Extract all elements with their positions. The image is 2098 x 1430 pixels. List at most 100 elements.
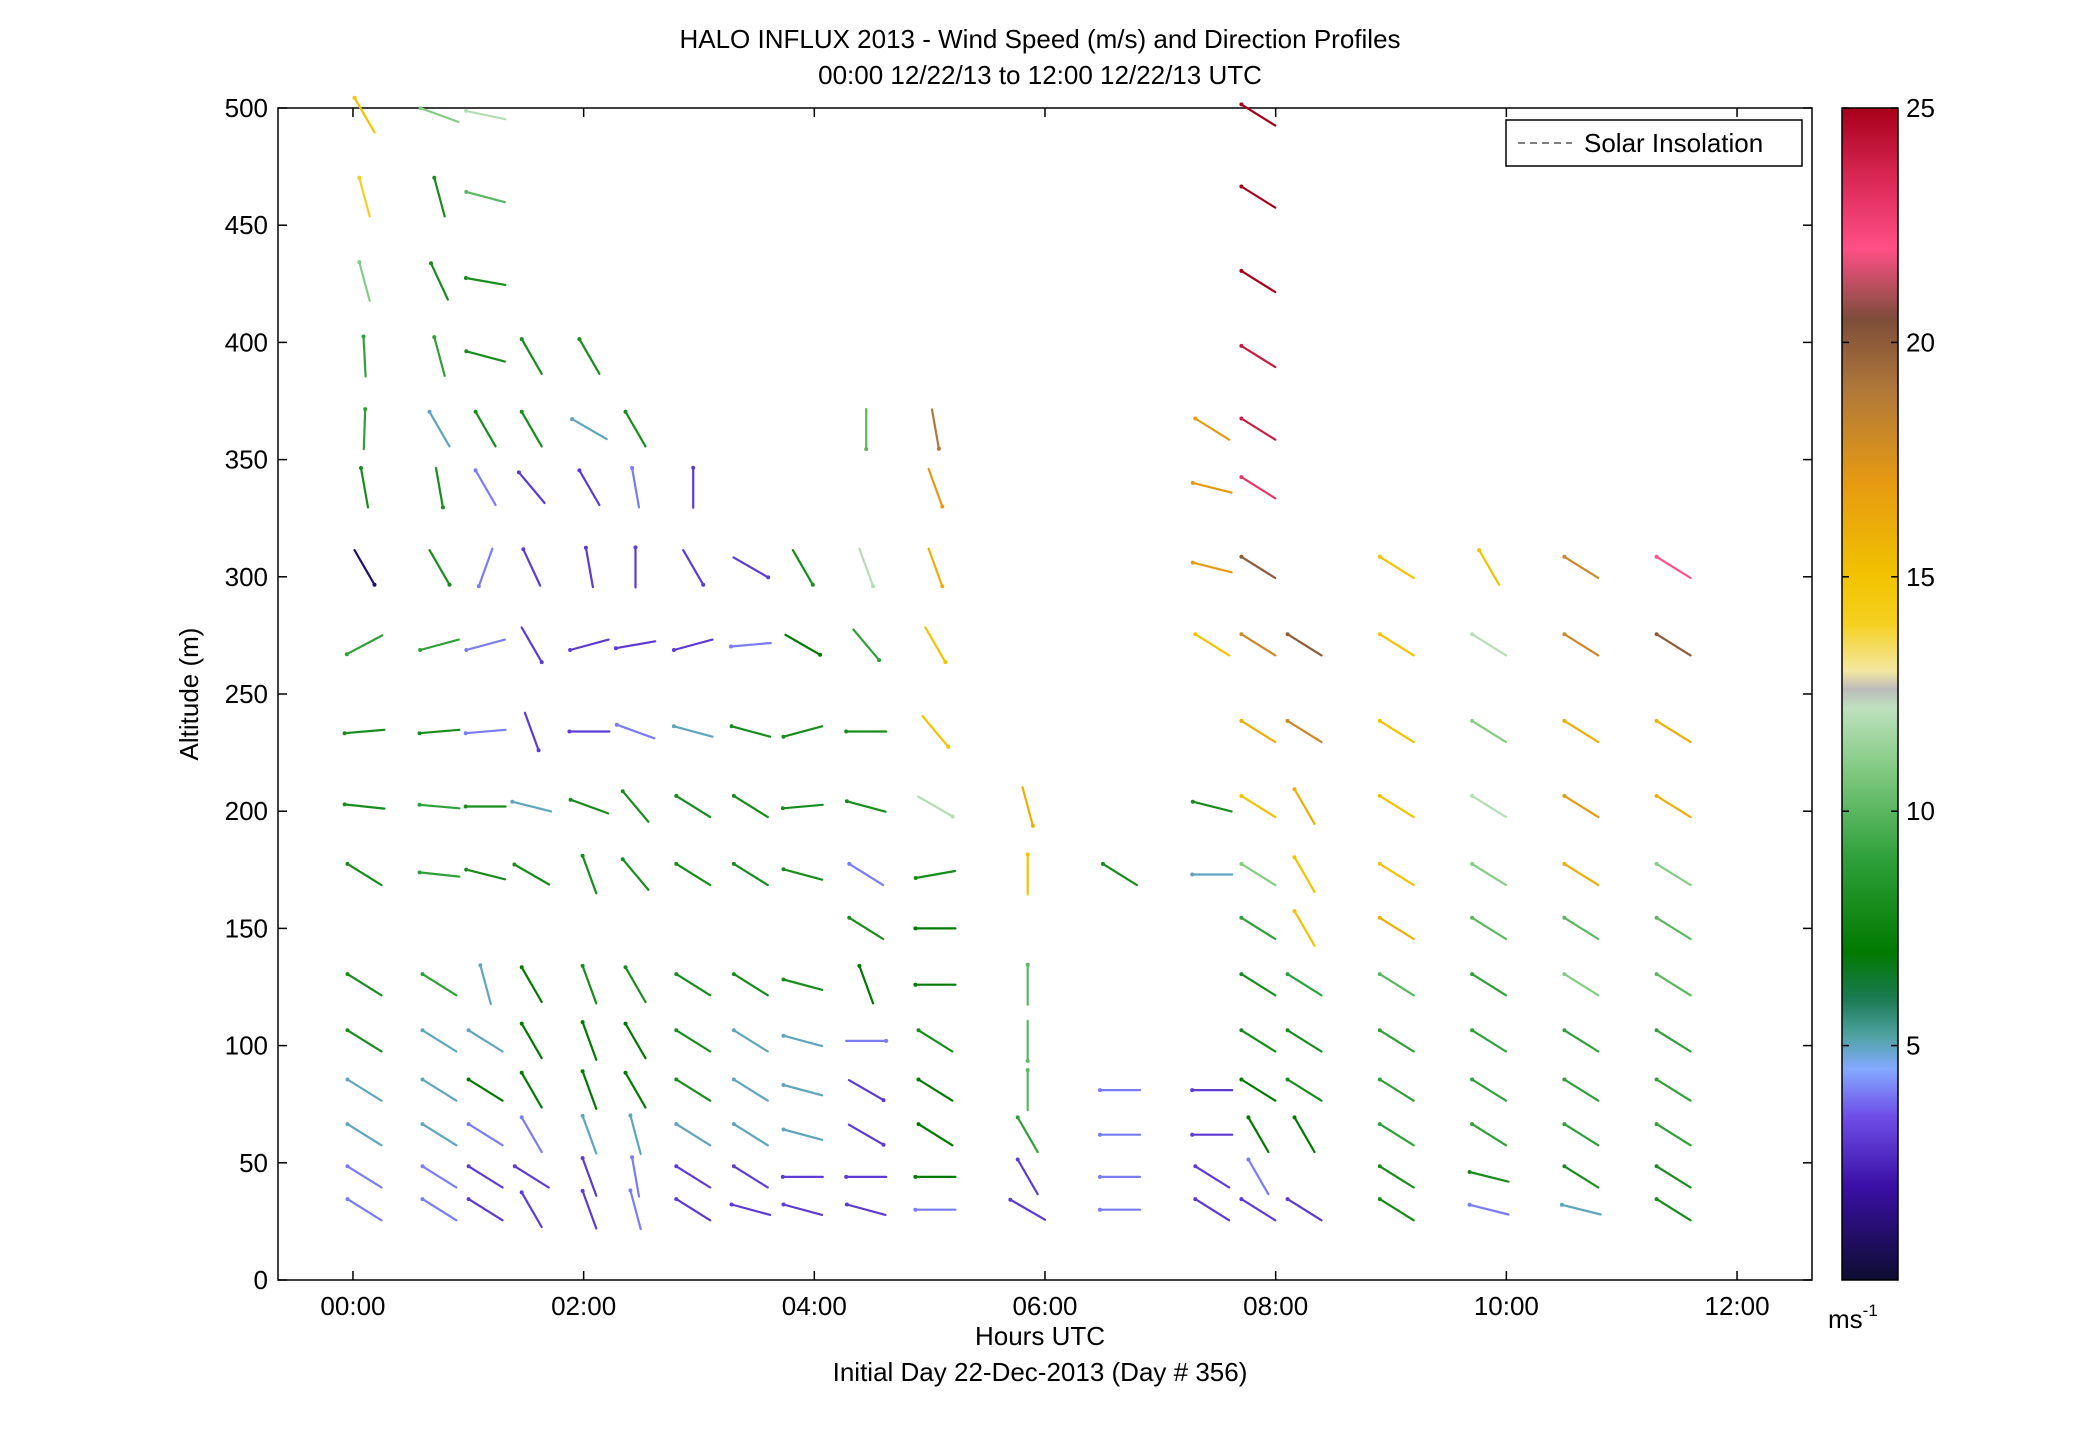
wind-vector: [620, 789, 650, 823]
wind-vector: [847, 915, 885, 941]
wind-vector: [1470, 861, 1508, 887]
wind-vectors: [342, 95, 1692, 1231]
wind-vector: [1098, 1088, 1142, 1093]
wind-vector: [781, 1033, 824, 1048]
wind-vector: [478, 963, 492, 1006]
wind-vector: [519, 965, 543, 1004]
wind-vector: [417, 802, 461, 810]
wind-vector: [464, 189, 506, 204]
x-tick-label: 06:00: [1012, 1291, 1077, 1321]
wind-vector: [512, 1164, 550, 1189]
wind-vector: [342, 802, 386, 810]
legend: Solar Insolation: [1505, 119, 1803, 167]
wind-vector: [473, 468, 497, 507]
wind-vector: [623, 965, 647, 1004]
y-tick-label: 250: [225, 679, 268, 709]
wind-vector: [420, 1197, 458, 1222]
wind-vector: [570, 417, 608, 441]
wind-vector: [1292, 787, 1316, 825]
y-tick-label: 100: [225, 1031, 268, 1061]
wind-vector: [930, 408, 941, 451]
wind-vector: [784, 633, 823, 657]
wind-vector: [1190, 560, 1233, 574]
wind-vector: [580, 963, 598, 1005]
wind-vector: [1377, 1122, 1415, 1147]
wind-vector: [844, 799, 887, 813]
wind-vector: [613, 640, 657, 651]
wind-vector: [580, 1113, 598, 1155]
y-axis-label: Altitude (m): [174, 628, 204, 761]
wind-vector: [916, 1028, 954, 1053]
wind-vector: [1239, 1028, 1277, 1053]
wind-vector: [1377, 915, 1415, 941]
wind-vector: [864, 408, 869, 452]
wind-vector: [1654, 1122, 1692, 1147]
wind-vector: [476, 547, 494, 589]
y-tick-label: 150: [225, 913, 268, 943]
wind-vector: [729, 724, 772, 738]
y-tick-label: 350: [225, 445, 268, 475]
wind-vector: [916, 1077, 954, 1102]
y-tick-label: 300: [225, 562, 268, 592]
x-tick-label: 08:00: [1243, 1291, 1308, 1321]
wind-vector: [1239, 972, 1277, 997]
wind-vector: [1285, 632, 1323, 657]
wind-vector: [1285, 972, 1323, 997]
wind-vector: [674, 793, 712, 819]
wind-vector: [1654, 1077, 1692, 1102]
wind-vector: [844, 1202, 887, 1217]
wind-vector: [580, 853, 598, 895]
wind-vector: [780, 1174, 824, 1179]
colorbar-tick-label: 20: [1906, 327, 1935, 357]
y-tick-label: 200: [225, 796, 268, 826]
colorbar-tick-label: 10: [1906, 796, 1935, 826]
wind-vector: [568, 797, 610, 815]
wind-vector: [1239, 416, 1277, 441]
wind-vector: [1015, 1115, 1039, 1154]
colorbar-tick-label: 5: [1906, 1031, 1920, 1061]
wind-vector: [781, 725, 824, 739]
chart-title: HALO INFLUX 2013 - Wind Speed (m/s) and …: [679, 24, 1400, 54]
wind-vector: [780, 803, 824, 811]
wind-vector: [630, 1155, 641, 1198]
wind-vector: [1477, 548, 1501, 586]
wind-vector: [1562, 632, 1600, 657]
y-tick-label: 50: [239, 1148, 268, 1178]
wind-vector: [691, 465, 696, 509]
wind-vector: [913, 982, 957, 987]
wind-vector: [429, 261, 449, 301]
wind-vector: [1377, 718, 1415, 744]
wind-vector: [520, 626, 544, 665]
wind-vector: [345, 861, 383, 887]
wind-vector: [731, 1122, 769, 1147]
wind-vector: [1008, 1197, 1047, 1221]
wind-vector: [1025, 852, 1030, 896]
wind-vector: [1562, 1028, 1600, 1053]
wind-vector: [357, 260, 371, 302]
wind-vector: [1190, 1088, 1234, 1093]
wind-vector: [913, 1174, 957, 1179]
wind-vector: [1467, 1170, 1510, 1183]
wind-vector: [428, 548, 452, 587]
wind-vector: [357, 175, 371, 218]
wind-vector: [1246, 1157, 1270, 1196]
wind-vector: [1190, 799, 1233, 813]
wind-vector: [674, 861, 712, 887]
wind-vector: [1377, 1077, 1415, 1102]
wind-vector: [1190, 480, 1233, 494]
wind-vector: [420, 1164, 458, 1189]
wind-vector: [1098, 1174, 1142, 1179]
wind-vector: [1193, 416, 1231, 441]
wind-vector: [342, 728, 386, 736]
wind-vector: [434, 466, 445, 510]
wind-vector: [913, 1207, 957, 1212]
wind-vector: [1470, 1028, 1508, 1053]
wind-vector: [628, 1113, 642, 1156]
wind-vector: [916, 1122, 954, 1147]
wind-vector: [580, 1020, 598, 1061]
x-tick-label: 04:00: [782, 1291, 847, 1321]
wind-vector: [858, 547, 876, 589]
wind-vector: [731, 861, 769, 887]
